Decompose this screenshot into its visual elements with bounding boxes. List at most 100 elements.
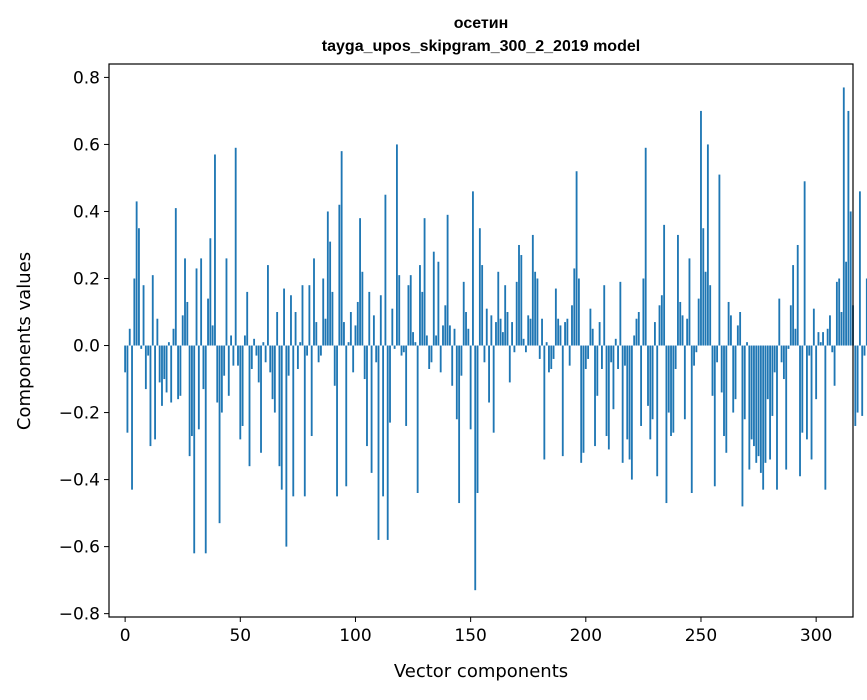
bar	[644, 147, 647, 346]
bar	[131, 345, 133, 490]
bar	[419, 265, 421, 346]
bar	[734, 345, 737, 400]
bar	[730, 315, 732, 346]
bar	[488, 345, 490, 403]
y-tick-label: 0.8	[73, 68, 100, 88]
bar	[704, 271, 707, 346]
bar	[126, 345, 129, 433]
bar	[575, 171, 578, 346]
bar	[241, 345, 244, 426]
bar	[269, 345, 272, 373]
bar	[425, 335, 428, 346]
bar	[149, 345, 152, 447]
chart-title-line-1: осетин	[454, 15, 508, 32]
bar	[810, 345, 813, 460]
bar	[536, 278, 539, 346]
bar	[474, 345, 477, 591]
bar	[165, 345, 168, 393]
bar	[511, 322, 514, 346]
bar	[743, 345, 746, 420]
bar	[612, 345, 615, 410]
bar	[448, 325, 451, 346]
bar	[193, 345, 196, 554]
bar-series	[124, 87, 867, 591]
bar	[656, 345, 659, 477]
bar	[197, 345, 200, 430]
bar	[214, 154, 216, 346]
bar	[396, 144, 398, 346]
bar	[746, 342, 748, 346]
bar	[255, 345, 258, 356]
bar	[186, 301, 189, 346]
bar	[246, 291, 249, 346]
y-tick-label: −0.6	[59, 538, 100, 558]
bar	[347, 342, 350, 346]
bar	[333, 345, 336, 386]
bar	[665, 345, 668, 504]
y-tick-label: −0.8	[59, 605, 100, 625]
bar	[181, 315, 184, 346]
bar	[308, 285, 311, 346]
bar	[534, 271, 537, 346]
bar	[635, 318, 638, 346]
bar	[359, 218, 361, 346]
bar	[462, 281, 465, 346]
bar	[739, 312, 742, 346]
y-tick-label: 0.4	[73, 202, 100, 222]
bar	[147, 345, 150, 356]
bar	[384, 194, 387, 346]
bar	[239, 345, 242, 440]
x-tick-label: 150	[454, 626, 486, 646]
bar	[253, 338, 256, 346]
bar	[831, 345, 834, 353]
bar	[561, 345, 564, 457]
bar	[531, 234, 534, 346]
bar	[128, 328, 131, 346]
bar	[630, 345, 633, 480]
bar	[829, 315, 831, 346]
bar	[741, 345, 744, 507]
bar	[815, 345, 818, 400]
bar	[653, 322, 656, 346]
bar	[826, 328, 829, 346]
bar	[591, 328, 594, 346]
bar	[243, 335, 246, 346]
bar	[545, 342, 548, 346]
bar	[469, 345, 472, 430]
y-tick-label: −0.2	[59, 404, 100, 424]
bar	[163, 345, 166, 380]
bar	[188, 345, 191, 457]
bar	[336, 345, 338, 497]
bar	[757, 345, 760, 457]
bar	[794, 328, 797, 346]
bar	[338, 204, 341, 346]
x-axis-label: Vector components	[394, 661, 568, 682]
bar	[580, 345, 583, 463]
bar	[697, 298, 700, 346]
bar	[637, 312, 640, 346]
bar	[167, 342, 170, 346]
bar	[257, 345, 260, 383]
bar	[331, 291, 334, 346]
bar	[778, 298, 781, 346]
bar	[702, 228, 705, 346]
bar	[306, 345, 309, 356]
bar	[713, 345, 716, 487]
bar	[366, 345, 368, 447]
bar	[769, 345, 771, 460]
bar	[548, 345, 550, 373]
bar	[135, 201, 138, 346]
bar	[151, 275, 154, 346]
bar	[204, 345, 207, 554]
bar	[267, 265, 269, 346]
bar	[610, 345, 613, 363]
bar	[711, 345, 714, 396]
bar	[220, 345, 223, 413]
bar	[679, 301, 682, 346]
bar	[273, 345, 276, 413]
bar	[799, 345, 801, 477]
bar	[421, 291, 424, 346]
bar	[211, 325, 214, 346]
bar	[329, 241, 332, 346]
